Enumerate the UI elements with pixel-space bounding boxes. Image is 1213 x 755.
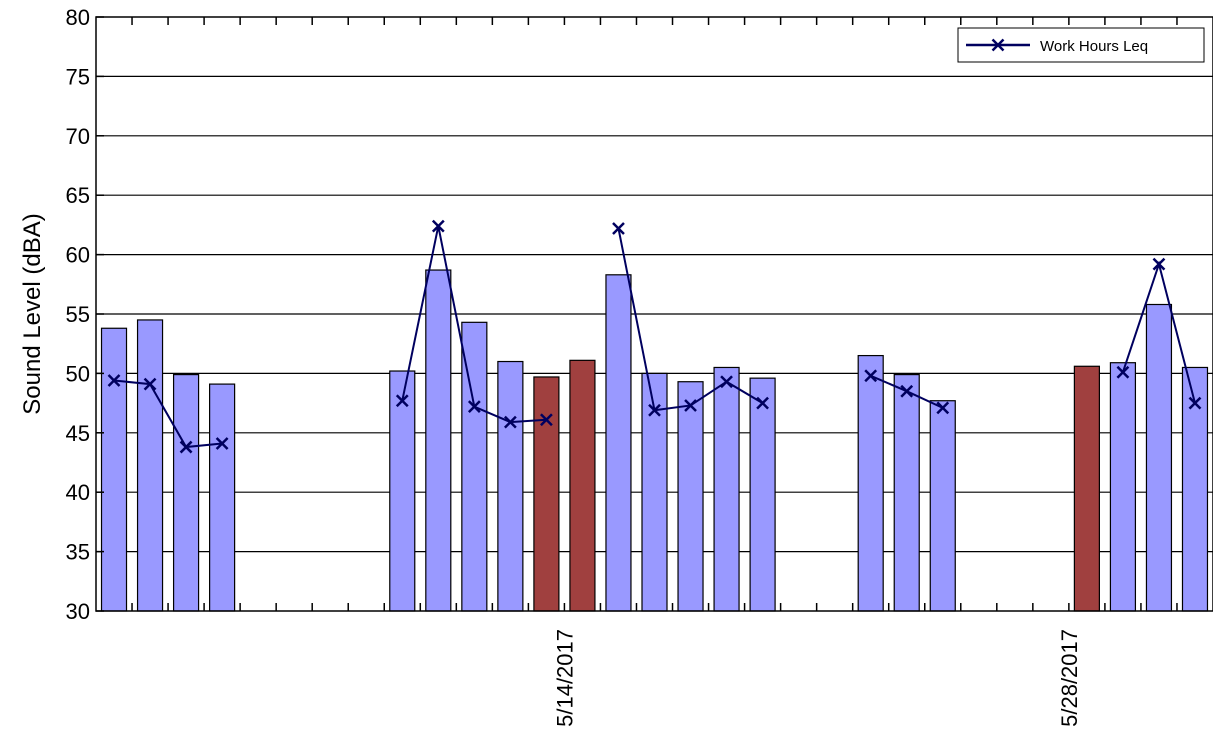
bar-day-11	[497, 360, 524, 612]
legend-x-marker	[991, 38, 1005, 52]
gridlines	[96, 75, 1213, 553]
bar-day-8	[389, 370, 416, 612]
leq-point-day-3	[215, 437, 229, 450]
leq-point-day-18	[756, 396, 769, 410]
y-tick-label-50: 50	[66, 361, 90, 386]
leq-point-day-22	[900, 384, 914, 398]
leq-point-day-0-b	[107, 374, 121, 387]
legend-marker-x	[991, 38, 1005, 52]
leq-point-day-23-b	[936, 401, 950, 415]
leq-point-day-12-b	[540, 413, 553, 427]
leq-point-day-2-b	[179, 440, 193, 454]
y-tick-label-70: 70	[66, 124, 90, 149]
leq-point-day-14-b	[612, 222, 625, 235]
bar-day-0	[100, 327, 128, 612]
leq-point-day-30	[1188, 396, 1202, 410]
leq-point-day-8	[395, 394, 409, 408]
leq-point-day-16-b	[684, 399, 697, 412]
leq-point-day-29-b	[1152, 257, 1166, 271]
leq-point-day-1-b	[143, 377, 157, 391]
leq-point-day-14	[612, 222, 625, 235]
bar-day-9	[425, 269, 452, 612]
leq-point-day-29	[1152, 257, 1166, 271]
bar-day-21	[857, 354, 884, 612]
y-tick-label-80: 80	[66, 5, 90, 30]
y-tick-labels: 30 35 40 45 50 55 60 65 70 75 80	[66, 5, 90, 624]
leq-line-segment-0	[113, 379, 223, 449]
work-hours-leq-series	[107, 219, 1202, 454]
leq-point-day-21-b	[864, 369, 878, 383]
leq-point-day-18-b	[756, 396, 769, 410]
leq-point-day-23	[936, 401, 950, 415]
leq-point-day-3-b	[215, 437, 229, 450]
y-tick-label-65: 65	[66, 183, 90, 208]
y-tick-label-35: 35	[66, 540, 90, 565]
bar-day-27	[1073, 365, 1100, 612]
bar-day-3	[209, 383, 236, 612]
leq-point-day-11	[503, 415, 517, 429]
y-tick-label-55: 55	[66, 302, 90, 327]
y-tick-label-60: 60	[66, 243, 90, 268]
leq-point-day-15	[648, 403, 661, 417]
leq-point-day-28-b	[1116, 365, 1130, 379]
leq-point-day-15-b	[648, 403, 661, 417]
bars	[100, 269, 1209, 612]
y-axis-label: Sound Level (dBA)	[19, 213, 46, 414]
y-tick-label-40: 40	[66, 480, 90, 505]
leq-point-day-2	[179, 440, 193, 454]
bar-day-18	[749, 377, 776, 612]
bar-day-2	[172, 373, 200, 612]
bar-day-12	[533, 376, 560, 612]
bar-day-13	[569, 359, 596, 612]
y-tick-label-45: 45	[66, 421, 90, 446]
leq-point-day-9-b	[431, 219, 445, 233]
axis-ticks	[96, 16, 1178, 612]
bar-day-16	[677, 381, 704, 612]
bar-day-29	[1145, 303, 1173, 612]
leq-point-day-12	[540, 413, 553, 427]
leq-point-day-9	[431, 219, 445, 233]
leq-point-day-30-b	[1188, 396, 1202, 410]
leq-point-day-21	[864, 369, 878, 383]
x-tick-labels: 5/14/2017 5/28/2017	[552, 629, 1081, 727]
y-tick-label-30: 30	[66, 599, 90, 624]
leq-point-day-17-b	[720, 375, 733, 389]
legend-label: Work Hours Leq	[1040, 38, 1148, 55]
x-tick-label-27: 5/28/2017	[1057, 629, 1082, 727]
leq-point-day-28	[1116, 365, 1130, 379]
leq-point-day-11-b	[503, 415, 517, 429]
bar-day-10	[461, 321, 488, 612]
leq-point-day-10-b	[467, 400, 481, 414]
leq-point-day-1	[143, 377, 157, 391]
bar-day-28	[1109, 362, 1137, 612]
bar-day-1	[136, 319, 164, 612]
leq-point-day-16	[684, 399, 697, 412]
leq-point-day-22-b	[900, 384, 914, 398]
bar-day-17	[713, 366, 740, 612]
leq-point-day-0	[107, 374, 121, 387]
legend: Work Hours Leq	[957, 27, 1205, 63]
bar-day-14	[605, 274, 632, 612]
leq-point-day-8-b	[395, 394, 409, 408]
y-tick-label-75: 75	[66, 64, 90, 89]
x-tick-label-13: 5/14/2017	[552, 629, 577, 727]
leq-point-day-17	[720, 375, 733, 389]
legend-marker-x-b	[991, 38, 1005, 52]
leq-point-day-10	[467, 400, 481, 414]
bar-day-22	[893, 373, 920, 612]
bar-day-23	[929, 400, 956, 612]
